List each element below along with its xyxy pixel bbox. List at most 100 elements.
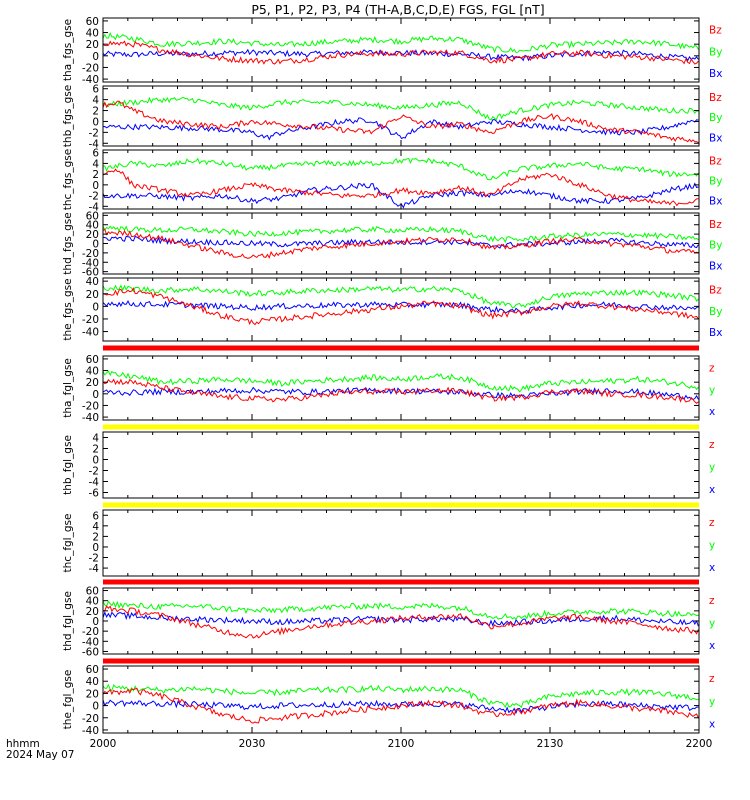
y-tick-label: 60 xyxy=(86,16,99,28)
y-tick-label: -2 xyxy=(89,191,99,203)
series-z-line xyxy=(102,100,699,144)
y-axis-label: thd_fgl_gse xyxy=(62,591,74,651)
legend-label: Bz xyxy=(709,156,722,168)
y-tick-label: -40 xyxy=(82,74,99,86)
panel-frame xyxy=(102,665,700,734)
y-tick-label: 20 xyxy=(86,688,99,700)
series-y-line xyxy=(102,96,699,121)
series-z-line xyxy=(102,40,699,65)
y-tick-label: 40 xyxy=(86,28,99,40)
chart-title: P5, P1, P2, P3, P4 (TH-A,B,C,D,E) FGS, F… xyxy=(251,2,544,17)
y-tick-label: 0 xyxy=(92,701,99,713)
y-tick-label: 20 xyxy=(86,377,99,389)
y-axis-label: the_fgl_gse xyxy=(62,670,74,730)
y-axis-label: tha_fgl_gse xyxy=(62,358,74,418)
series-z-line xyxy=(102,168,699,207)
legend-label: Bz xyxy=(709,284,722,296)
legend-label: Bx xyxy=(709,68,722,80)
y-tick-label: 0 xyxy=(92,180,99,192)
y-axis-label: thb_fgs_gse xyxy=(62,85,74,147)
y-axis-label: thd_fgs_gse xyxy=(62,212,74,274)
legend-label: z xyxy=(709,439,715,451)
y-tick-label: 4 xyxy=(92,433,99,445)
legend-label: By xyxy=(709,112,722,124)
y-tick-label: -60 xyxy=(82,267,99,279)
x-axis: 2000 2030 2100 2130 2200 xyxy=(90,738,713,750)
legend-label: x xyxy=(709,719,715,731)
y-tick-label: -20 xyxy=(82,400,99,412)
legend-label: Bz xyxy=(709,92,722,104)
y-tick-label: -6 xyxy=(89,488,100,500)
y-tick-label: 4 xyxy=(92,521,99,533)
legend-label: y xyxy=(709,384,715,396)
x-tick-label: 2130 xyxy=(537,738,564,750)
y-tick-label: 2 xyxy=(92,106,99,118)
y-tick-label: 0 xyxy=(92,301,99,313)
flag-bar-red xyxy=(103,579,699,585)
y-axis-label: tha_fgs_gse xyxy=(62,19,74,81)
legend-label: y xyxy=(709,539,715,551)
series-z-line xyxy=(102,605,699,639)
y-tick-label: -40 xyxy=(82,412,99,424)
series-y-line xyxy=(102,32,699,54)
legend-label: By xyxy=(709,176,722,188)
y-tick-label: 40 xyxy=(86,276,99,288)
y-tick-label: 60 xyxy=(86,664,99,676)
y-tick-label: 20 xyxy=(86,606,99,618)
y-tick-label: -20 xyxy=(82,713,99,725)
series-z-line xyxy=(102,228,699,259)
y-axis-label: thc_fgl_gse xyxy=(62,514,74,573)
flag-bar-red xyxy=(103,658,699,664)
series-z-line xyxy=(102,687,699,724)
legend-label: y xyxy=(709,461,715,473)
panel-frame xyxy=(102,355,700,421)
flag-bar-yellow xyxy=(103,502,699,508)
y-tick-label: -20 xyxy=(82,314,99,326)
flag-bar-yellow xyxy=(103,424,699,430)
y-tick-label: -60 xyxy=(82,646,99,658)
y-tick-label: 60 xyxy=(86,586,99,598)
y-axis-label: thb_fgl_gse xyxy=(62,435,74,495)
series-z-line xyxy=(102,287,699,326)
y-tick-label: -20 xyxy=(82,62,99,74)
y-axis-label: the_fgs_gse xyxy=(62,278,74,340)
panel-frame xyxy=(102,431,700,499)
legend-label: x xyxy=(709,562,715,574)
y-tick-label: 20 xyxy=(86,289,99,301)
y-tick-label: 0 xyxy=(92,51,99,63)
series-x-line xyxy=(102,300,699,314)
y-tick-label: 20 xyxy=(86,229,99,241)
y-tick-label: 0 xyxy=(92,616,99,628)
legend-label: x xyxy=(709,406,715,418)
time-format-label: hhmm xyxy=(6,738,40,750)
series-y-line xyxy=(102,225,699,244)
y-tick-label: 40 xyxy=(86,366,99,378)
y-tick-label: 6 xyxy=(92,510,99,522)
legend-label: By xyxy=(709,306,722,318)
flag-bar-red xyxy=(103,345,699,351)
series-z-line xyxy=(102,378,699,404)
series-x-line xyxy=(102,117,699,141)
y-tick-label: -4 xyxy=(89,563,100,575)
y-tick-label: 0 xyxy=(92,116,99,128)
legend-label: By xyxy=(709,46,722,58)
legend-label: y xyxy=(709,696,715,708)
series-y-line xyxy=(102,683,699,709)
y-tick-label: -2 xyxy=(89,466,99,478)
legend-label: x xyxy=(709,640,715,652)
y-tick-label: 0 xyxy=(92,239,99,251)
legend-label: By xyxy=(709,240,722,252)
legend-label: y xyxy=(709,617,715,629)
panel-frame xyxy=(102,277,700,342)
y-tick-label: 40 xyxy=(86,596,99,608)
y-tick-label: -4 xyxy=(89,201,100,213)
y-tick-label: 2 xyxy=(92,444,99,456)
y-tick-label: 0 xyxy=(92,389,99,401)
legend-label: Bx xyxy=(709,260,722,272)
series-x-line xyxy=(102,610,699,628)
